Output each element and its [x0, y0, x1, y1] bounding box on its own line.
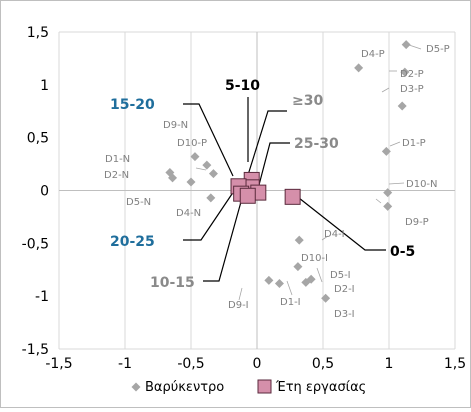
y-tick-label: 1,5 [27, 25, 49, 41]
centroid-point [400, 67, 410, 77]
label-leader-line [286, 280, 293, 296]
centroid-point [401, 40, 411, 50]
label-leader-line [238, 287, 243, 301]
centroid-point-label: D10-P [177, 138, 207, 149]
leader-line [258, 142, 290, 186]
centroid-point [168, 173, 178, 183]
group-label: 15-20 [110, 97, 155, 113]
legend-diamond-marker [131, 382, 141, 392]
centroid-point [294, 235, 304, 245]
centroid-point-label: D9-I [228, 300, 249, 311]
centroid-point-label: D3-I [334, 309, 355, 320]
label-leader-line [316, 267, 323, 283]
legend-label-years: Έτη εργασίας [275, 380, 366, 395]
centroid-point-label: D10-N [406, 179, 438, 190]
y-tick-label: 0 [40, 184, 49, 200]
years-point [239, 187, 256, 204]
centroid-point-label: D10-I [301, 253, 328, 264]
centroid-point [264, 275, 274, 285]
centroid-point-label: D5-I [330, 270, 351, 281]
label-leader-line [375, 198, 382, 204]
centroid-point-label: D4-I [324, 229, 345, 240]
centroid-point-label: D5-P [426, 44, 450, 55]
y-tick-label: -0,5 [22, 236, 49, 252]
years-point [284, 188, 301, 205]
centroid-point [383, 201, 393, 211]
centroid-point-label: D3-P [400, 84, 424, 95]
centroid-point [186, 177, 196, 187]
centroid-point [190, 152, 200, 162]
centroid-point-label: D1-I [280, 297, 301, 308]
leader-line [183, 103, 234, 177]
centroid-point [208, 169, 218, 179]
legend-square-marker [257, 379, 272, 394]
centroid-point-label: D4-P [361, 49, 385, 60]
centroid-point-label: D2-N [104, 170, 129, 181]
leader-line [203, 190, 245, 282]
centroid-point [397, 101, 407, 111]
centroid-point [321, 293, 331, 303]
centroid-point [206, 193, 216, 203]
legend-label-centroid: Βαρύκεντρο [145, 380, 224, 395]
x-tick-label: -1,5 [45, 356, 72, 372]
centroid-point-label: D9-N [163, 120, 188, 131]
label-leader-line [381, 87, 390, 93]
x-tick-label: 0 [253, 356, 262, 372]
centroid-point [354, 63, 364, 73]
centroid-point [383, 188, 393, 198]
centroid-point [293, 262, 303, 272]
centroid-point-label: D2-I [334, 284, 355, 295]
group-label: 25-30 [294, 136, 339, 152]
label-leader-line [321, 235, 329, 241]
label-leader-line [389, 141, 401, 147]
leader-line [183, 187, 237, 241]
centroid-point [202, 160, 212, 170]
group-label: 10-15 [150, 275, 195, 291]
label-leader-line [195, 167, 207, 171]
centroid-point-label: D4-N [176, 208, 201, 219]
x-tick-label: 1,5 [444, 356, 466, 372]
centroid-point [381, 146, 391, 156]
centroid-point-label: D2-P [400, 69, 424, 80]
centroid-point-label: D9-P [405, 217, 429, 228]
x-tick-label: 0,5 [312, 356, 334, 372]
x-tick-label: 1 [385, 356, 394, 372]
leader-line [298, 197, 386, 251]
group-label: 0-5 [390, 244, 415, 260]
group-label: ≥30 [292, 93, 323, 109]
y-tick-label: -1,5 [22, 342, 49, 358]
label-leader-line [388, 182, 405, 185]
leader-line [247, 110, 287, 176]
centroid-point-label: D5-N [126, 197, 151, 208]
centroid-point-label: D1-P [402, 138, 426, 149]
x-tick-label: -0,5 [177, 356, 204, 372]
y-tick-label: 1 [40, 78, 49, 94]
centroid-point [274, 278, 284, 288]
x-tick-label: -1 [118, 356, 132, 372]
group-label: 5-10 [225, 78, 260, 94]
y-tick-label: -1 [35, 289, 49, 305]
group-label: 20-25 [110, 234, 155, 250]
centroid-point-label: D1-N [105, 154, 130, 165]
centroid-point [301, 277, 311, 287]
y-tick-label: 0,5 [27, 131, 49, 147]
